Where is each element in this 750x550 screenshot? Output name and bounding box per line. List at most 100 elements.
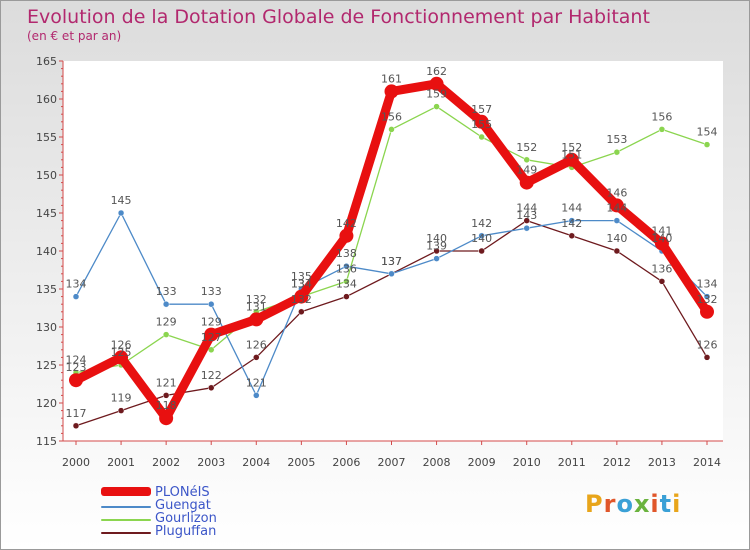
series-point-0 bbox=[654, 236, 669, 251]
series-point-0 bbox=[159, 411, 174, 426]
logo-letter: t bbox=[659, 490, 673, 518]
data-label: 151 bbox=[561, 148, 582, 161]
data-label: 137 bbox=[381, 255, 402, 268]
y-tick-label: 160 bbox=[36, 93, 57, 106]
data-label: 159 bbox=[426, 88, 447, 101]
data-label: 135 bbox=[291, 270, 312, 283]
series-point-1 bbox=[253, 392, 260, 399]
data-label: 122 bbox=[201, 369, 222, 382]
data-label: 132 bbox=[246, 293, 267, 306]
series-point-0 bbox=[429, 76, 444, 91]
data-label: 126 bbox=[697, 338, 718, 351]
series-point-1 bbox=[523, 224, 530, 232]
proxiti-logo: Proxiti bbox=[585, 490, 681, 518]
series-point-2 bbox=[613, 148, 621, 156]
data-label: 119 bbox=[111, 392, 132, 405]
logo-letter: P bbox=[585, 490, 604, 518]
series-point-0 bbox=[519, 175, 534, 190]
data-label: 137 bbox=[381, 255, 402, 268]
x-tick-label: 2012 bbox=[603, 456, 631, 469]
series-point-0 bbox=[609, 198, 624, 213]
logo-letter: i bbox=[650, 490, 660, 518]
logo-letter: o bbox=[616, 490, 634, 518]
data-label: 140 bbox=[651, 232, 672, 245]
series-point-1 bbox=[703, 293, 711, 300]
y-tick-label: 120 bbox=[36, 397, 57, 410]
series-point-1 bbox=[478, 232, 485, 240]
data-label: 121 bbox=[246, 376, 267, 389]
y-tick-label: 145 bbox=[36, 207, 57, 220]
data-label: 146 bbox=[606, 186, 627, 199]
y-tick-label: 115 bbox=[36, 435, 57, 448]
series-point-0 bbox=[204, 327, 219, 342]
data-label: 134 bbox=[66, 278, 87, 291]
series-point-3 bbox=[613, 247, 621, 255]
y-tick-label: 140 bbox=[36, 245, 57, 258]
logo-letter: i bbox=[672, 490, 682, 518]
x-tick-label: 2004 bbox=[242, 456, 270, 469]
data-label: 134 bbox=[697, 278, 718, 291]
logo-letter: x bbox=[633, 490, 651, 518]
series-point-3 bbox=[72, 422, 80, 430]
data-label: 149 bbox=[516, 164, 537, 177]
series-point-2 bbox=[703, 141, 711, 148]
data-label: 162 bbox=[426, 65, 447, 78]
data-label: 152 bbox=[516, 141, 537, 154]
x-tick-label: 2003 bbox=[197, 456, 225, 469]
data-label: 156 bbox=[651, 110, 672, 123]
data-label: 126 bbox=[246, 338, 267, 351]
data-label: 143 bbox=[516, 209, 537, 222]
x-tick-label: 2013 bbox=[648, 456, 676, 469]
series-point-3 bbox=[478, 247, 485, 255]
series-point-2 bbox=[478, 133, 485, 141]
data-label: 117 bbox=[66, 407, 87, 420]
y-tick-label: 125 bbox=[36, 359, 57, 372]
legend-swatch-pluguffan bbox=[101, 532, 151, 534]
series-point-3 bbox=[433, 247, 440, 255]
x-tick-label: 2011 bbox=[558, 456, 586, 469]
series-point-0 bbox=[69, 373, 83, 388]
data-label: 132 bbox=[291, 293, 312, 306]
data-label: 125 bbox=[111, 346, 132, 359]
data-label: 142 bbox=[471, 217, 492, 230]
x-tick-label: 2009 bbox=[468, 456, 496, 469]
series-point-3 bbox=[162, 392, 170, 399]
data-label: 156 bbox=[381, 110, 402, 123]
data-label: 140 bbox=[606, 232, 627, 245]
series-point-0 bbox=[700, 304, 714, 319]
data-label: 153 bbox=[606, 133, 627, 146]
x-tick-label: 2005 bbox=[287, 456, 315, 469]
series-point-3 bbox=[343, 293, 350, 300]
series-point-0 bbox=[114, 350, 129, 365]
series-point-3 bbox=[523, 217, 530, 224]
data-label: 121 bbox=[156, 376, 177, 389]
x-tick-label: 2006 bbox=[332, 456, 360, 469]
data-label: 131 bbox=[246, 300, 267, 313]
series-point-2 bbox=[162, 331, 170, 338]
data-label: 123 bbox=[66, 361, 87, 374]
series-point-1 bbox=[343, 262, 350, 270]
series-point-1 bbox=[162, 300, 170, 308]
data-label: 134 bbox=[291, 278, 312, 291]
series-point-0 bbox=[249, 312, 264, 327]
data-label: 126 bbox=[111, 338, 132, 351]
series-point-0 bbox=[384, 84, 399, 99]
legend-swatch-plonels bbox=[101, 487, 151, 496]
series-point-0 bbox=[294, 289, 309, 304]
series-point-2 bbox=[658, 126, 666, 133]
x-tick-label: 2008 bbox=[423, 456, 451, 469]
x-tick-label: 2007 bbox=[378, 456, 406, 469]
series-point-0 bbox=[564, 152, 579, 167]
data-label: 145 bbox=[111, 194, 132, 207]
series-point-3 bbox=[117, 407, 125, 414]
x-tick-label: 2010 bbox=[513, 456, 541, 469]
legend-label: PLONéIS bbox=[155, 485, 210, 500]
y-tick-label: 130 bbox=[36, 321, 57, 334]
data-label: 133 bbox=[156, 285, 177, 298]
data-label: 144 bbox=[606, 202, 627, 215]
series-point-3 bbox=[207, 384, 215, 392]
data-label: 118 bbox=[156, 399, 177, 412]
y-tick-label: 135 bbox=[36, 283, 57, 296]
series-point-3 bbox=[253, 354, 260, 361]
data-label: 141 bbox=[651, 224, 672, 237]
